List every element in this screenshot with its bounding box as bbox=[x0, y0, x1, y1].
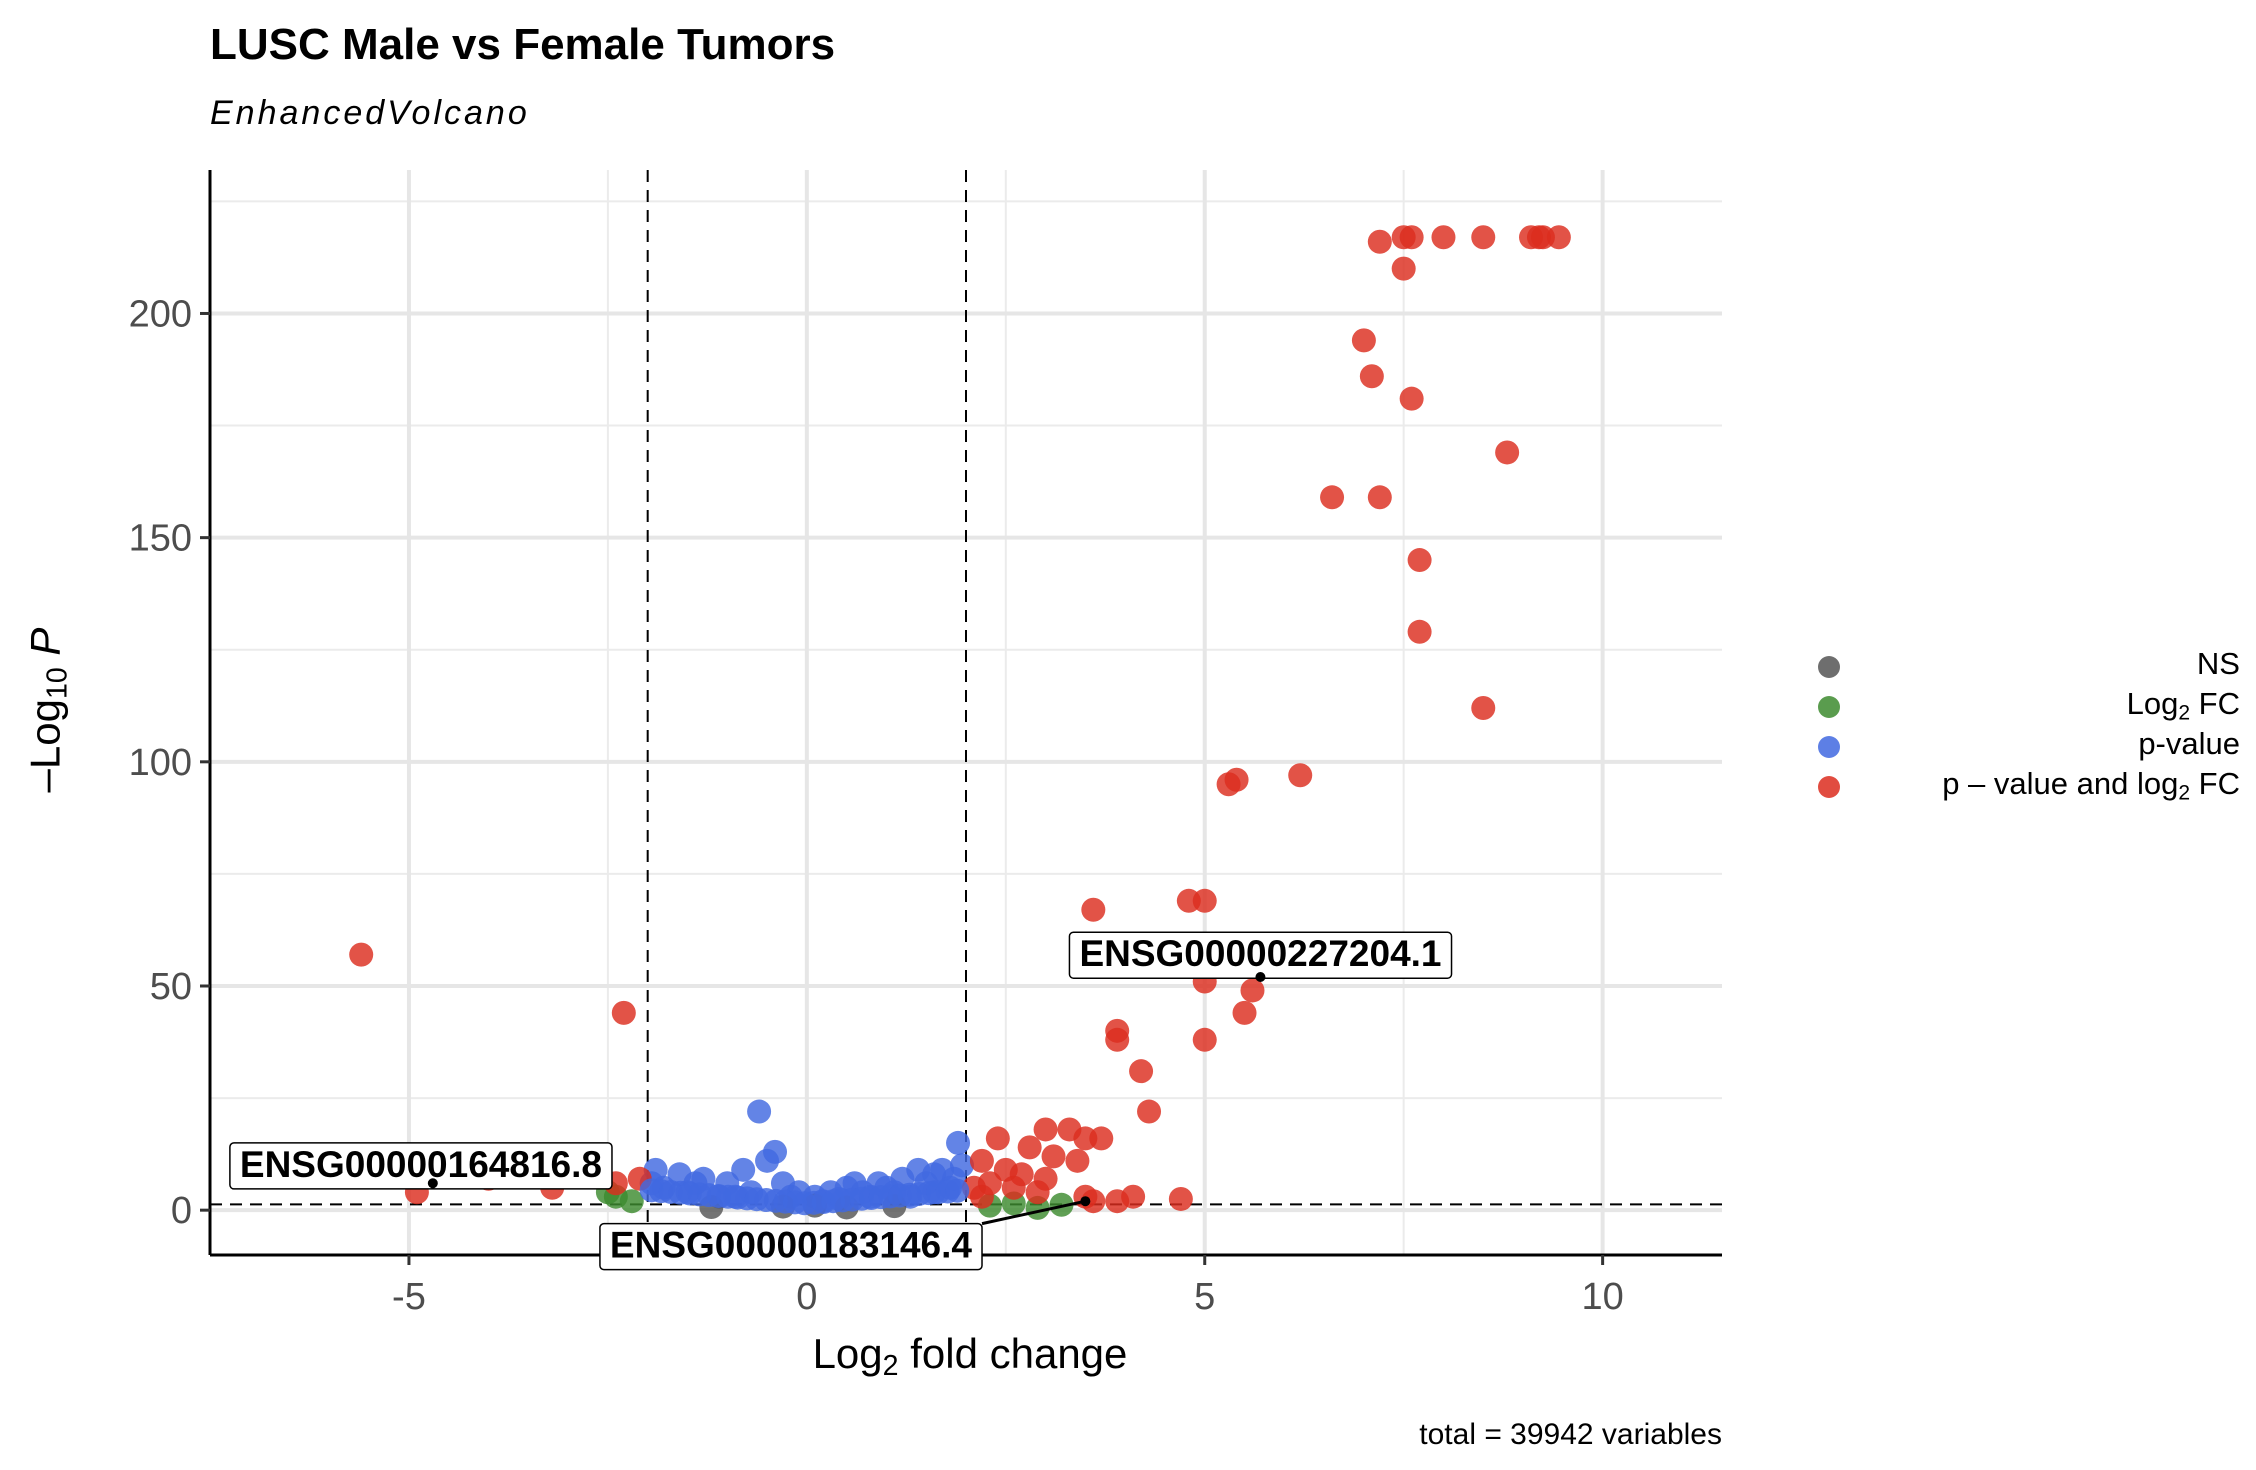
legend-label-ns: NS bbox=[2196, 646, 2240, 681]
point-p-value-and-log2-fc bbox=[1001, 1175, 1026, 1200]
point-p-value-and-log2-fc bbox=[1431, 225, 1456, 250]
point-p-value-and-log2-fc bbox=[1407, 548, 1432, 573]
point-p-value-and-log2-fc bbox=[1399, 386, 1424, 411]
point-p-value-and-log2-fc bbox=[1192, 1027, 1217, 1052]
legend-item-pvalue-log2fc: p – value and log2 FC bbox=[1810, 766, 2240, 806]
gene-label-box bbox=[229, 1142, 613, 1190]
legend-item-ns: NS bbox=[1810, 646, 2240, 686]
legend-item-log2fc: Log2 FC bbox=[1810, 686, 2240, 726]
y-tick-label: 150 bbox=[129, 518, 192, 560]
point-p-value-and-log2-fc bbox=[1359, 364, 1384, 389]
point-p-value bbox=[950, 1153, 975, 1178]
point-p-value-and-log2-fc bbox=[1025, 1180, 1050, 1205]
legend-key-ns bbox=[1818, 656, 1840, 678]
chart-title: LUSC Male vs Female Tumors bbox=[210, 20, 836, 69]
cutoff-lines bbox=[210, 170, 1722, 1255]
x-tick-label: -5 bbox=[392, 1276, 426, 1318]
point-p-value bbox=[731, 1157, 756, 1182]
point-p-value-and-log2-fc bbox=[1224, 767, 1249, 792]
x-tick-label: 10 bbox=[1581, 1276, 1623, 1318]
point-p-value-and-log2-fc bbox=[349, 942, 374, 967]
point-p-value-and-log2-fc bbox=[1065, 1148, 1090, 1173]
point-p-value-and-log2-fc bbox=[969, 1148, 994, 1173]
chart-subtitle: EnhancedVolcano bbox=[210, 94, 530, 132]
point-p-value-and-log2-fc bbox=[1105, 1027, 1130, 1052]
point-p-value-and-log2-fc bbox=[611, 1000, 636, 1025]
y-tick-label: 100 bbox=[129, 742, 192, 784]
point-p-value bbox=[945, 1178, 970, 1203]
legend-key-pvalue-log2fc bbox=[1818, 776, 1840, 798]
gene-label-arrowhead bbox=[427, 1178, 438, 1189]
point-log2-fc bbox=[619, 1189, 644, 1214]
legend-item-pvalue: p-value bbox=[1810, 726, 2240, 766]
gene-label: ENSG00000164816.8 bbox=[229, 1142, 613, 1190]
point-p-value-and-log2-fc bbox=[1192, 888, 1217, 913]
point-p-value-and-log2-fc bbox=[1240, 978, 1265, 1003]
legend-key-log2fc bbox=[1818, 696, 1840, 718]
gene-label-text: ENSG00000227204.1 bbox=[1079, 933, 1441, 974]
point-p-value bbox=[747, 1099, 772, 1124]
point-p-value-and-log2-fc bbox=[985, 1126, 1010, 1151]
x-tick-label: 5 bbox=[1194, 1276, 1215, 1318]
point-p-value-and-log2-fc bbox=[1407, 619, 1432, 644]
point-p-value-and-log2-fc bbox=[1033, 1117, 1058, 1142]
point-p-value-and-log2-fc bbox=[1041, 1144, 1066, 1169]
point-p-value-and-log2-fc bbox=[969, 1184, 994, 1209]
y-tick-label: 50 bbox=[150, 966, 192, 1008]
caption-total-variables: total = 39942 variables bbox=[1419, 1418, 1722, 1451]
point-p-value-and-log2-fc bbox=[1399, 225, 1424, 250]
point-p-value-and-log2-fc bbox=[1351, 328, 1376, 353]
legend-key-pvalue bbox=[1818, 736, 1840, 758]
point-p-value-and-log2-fc bbox=[1121, 1184, 1146, 1209]
point-log2-fc bbox=[1049, 1192, 1074, 1217]
data-points bbox=[349, 225, 1571, 1220]
point-p-value-and-log2-fc bbox=[1495, 440, 1520, 465]
gene-label: ENSG00000183146.4 bbox=[599, 1196, 1091, 1271]
point-p-value-and-log2-fc bbox=[1288, 763, 1313, 788]
y-tick-label: 200 bbox=[129, 293, 192, 335]
legend: NS Log2 FC p-value p – value and log2 FC bbox=[1810, 646, 2240, 806]
point-p-value bbox=[946, 1130, 971, 1155]
legend-label-log2fc: Log2 FC bbox=[2126, 686, 2240, 725]
gene-label-connector bbox=[981, 1199, 1086, 1226]
gene-label-box bbox=[599, 1222, 983, 1271]
point-p-value-and-log2-fc bbox=[1232, 1000, 1257, 1025]
gene-labels: ENSG00000227204.1 ENSG00000164816.8ENSG00… bbox=[229, 931, 1453, 1271]
point-p-value bbox=[755, 1148, 780, 1173]
point-p-value-and-log2-fc bbox=[1089, 1126, 1114, 1151]
point-p-value-and-log2-fc bbox=[1546, 225, 1571, 250]
x-axis-title: Log2 fold change bbox=[812, 1330, 1128, 1383]
point-p-value-and-log2-fc bbox=[1168, 1186, 1193, 1211]
legend-label-pvalue: p-value bbox=[2138, 726, 2240, 761]
gene-label-arrowhead bbox=[1255, 972, 1266, 983]
point-p-value-and-log2-fc bbox=[1320, 485, 1345, 510]
y-axis-title: –Log10 P bbox=[21, 627, 74, 793]
point-p-value-and-log2-fc bbox=[1367, 229, 1392, 254]
gene-label-text: ENSG00000183146.4 bbox=[610, 1225, 972, 1266]
point-p-value-and-log2-fc bbox=[1471, 696, 1496, 721]
gene-label-arrowhead bbox=[1080, 1196, 1091, 1207]
gene-label: ENSG00000227204.1 bbox=[1068, 931, 1453, 983]
point-p-value-and-log2-fc bbox=[1367, 485, 1392, 510]
point-p-value-and-log2-fc bbox=[1137, 1099, 1162, 1124]
point-p-value-and-log2-fc bbox=[1129, 1059, 1154, 1084]
point-p-value-and-log2-fc bbox=[1081, 897, 1106, 922]
x-tick-label: 0 bbox=[796, 1276, 817, 1318]
gene-label-text: ENSG00000164816.8 bbox=[240, 1144, 602, 1185]
legend-label-pvalue-log2fc: p – value and log2 FC bbox=[1942, 766, 2240, 805]
point-p-value-and-log2-fc bbox=[1391, 256, 1416, 281]
point-p-value-and-log2-fc bbox=[1471, 225, 1496, 250]
point-p-value-and-log2-fc bbox=[1017, 1135, 1042, 1160]
y-tick-label: 0 bbox=[171, 1190, 192, 1232]
